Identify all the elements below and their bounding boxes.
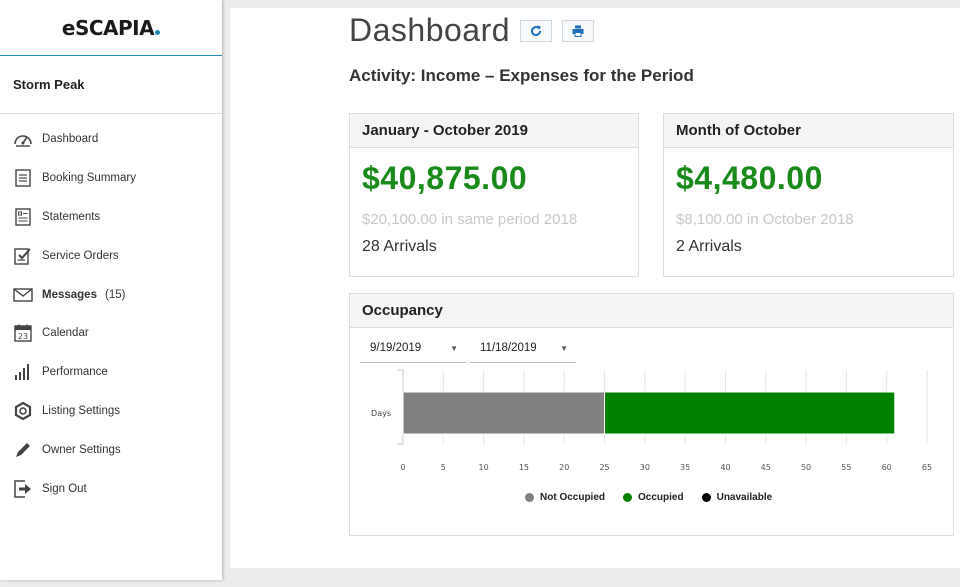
sidebar-nav: Dashboard Booking Summary Statements Ser…	[0, 114, 222, 508]
chart-legend: Not Occupied Occupied Unavailable	[525, 492, 790, 503]
nav-label: Listing Settings	[42, 404, 120, 417]
messages-count: (15)	[104, 288, 126, 301]
legend-swatch	[525, 493, 534, 502]
gauge-icon	[12, 129, 34, 149]
nav-label: Booking Summary	[42, 172, 136, 185]
nav-label: Performance	[42, 366, 108, 379]
card-header: January - October 2019	[350, 114, 638, 148]
nav-item-booking-summary[interactable]: Booking Summary	[0, 159, 222, 198]
clipboard-check-icon	[12, 246, 34, 266]
envelope-icon	[12, 285, 34, 305]
income-amount: $40,875.00	[362, 160, 528, 196]
x-tick-label: 25	[599, 463, 609, 472]
x-tick-label: 65	[922, 463, 932, 472]
chevron-down-icon: ▼	[560, 344, 568, 353]
nav-label: Sign Out	[42, 482, 87, 495]
x-tick-label: 60	[882, 463, 892, 472]
prior-period-text: $20,100.00 in same period 2018	[362, 211, 578, 228]
legend-label: Unavailable	[716, 492, 773, 503]
activity-subtitle: Activity: Income – Expenses for the Peri…	[349, 66, 694, 85]
print-icon	[572, 25, 584, 37]
x-tick-label: 45	[761, 463, 771, 472]
nav-item-performance[interactable]: Performance	[0, 353, 222, 392]
logo-area: eSCAPIA	[0, 0, 222, 56]
y-axis	[397, 369, 404, 445]
legend-item[interactable]: Not Occupied	[525, 492, 605, 503]
nav-label: Statements	[42, 210, 101, 223]
legend-label: Occupied	[638, 492, 684, 503]
x-tick-label: 5	[441, 463, 446, 472]
arrivals-count: 28 Arrivals	[362, 238, 437, 255]
escapia-logo[interactable]: eSCAPIA	[61, 15, 161, 40]
start-date-select[interactable]: 9/19/2019 ▼	[360, 342, 466, 363]
end-date-value: 11/18/2019	[480, 342, 537, 354]
y-category-label: Days	[371, 409, 391, 418]
refresh-icon	[531, 25, 542, 36]
card-header: Occupancy	[350, 294, 953, 328]
refresh-button[interactable]	[520, 19, 553, 42]
legend-swatch	[623, 493, 633, 502]
income-amount: $4,480.00	[676, 160, 823, 196]
x-tick-label: 15	[519, 463, 529, 472]
legend-item[interactable]: Unavailable	[701, 492, 773, 503]
calendar-icon-day: 23	[18, 332, 28, 341]
date-range: 9/19/2019 ▼ 11/18/2019 ▼	[360, 342, 580, 363]
list-icon	[12, 168, 34, 188]
legend-item[interactable]: Occupied	[623, 492, 684, 503]
nav-item-owner-settings[interactable]: Owner Settings	[0, 430, 222, 469]
page-title: Dashboard	[349, 12, 511, 48]
nav-item-service-orders[interactable]: Service Orders	[0, 236, 222, 275]
logo-text: eSCAPIA	[61, 15, 155, 40]
nav-label: Calendar	[42, 327, 89, 340]
nav-item-listing-settings[interactable]: Listing Settings	[0, 392, 222, 431]
x-tick-label: 10	[479, 463, 489, 472]
ytd-card: January - October 2019 $40,875.00 $20,10…	[349, 113, 639, 277]
nav-item-dashboard[interactable]: Dashboard	[0, 120, 222, 159]
page-header: Dashboard	[349, 12, 595, 49]
nav-item-calendar[interactable]: 23 Calendar	[0, 314, 222, 353]
nav-item-sign-out[interactable]: Sign Out	[0, 469, 222, 508]
nav-label: Dashboard	[42, 133, 99, 146]
x-tick-label: 30	[640, 463, 650, 472]
bar-not-occupied[interactable]	[402, 391, 606, 435]
card-header: Month of October	[664, 114, 953, 148]
x-tick-label: 40	[720, 463, 730, 472]
occupancy-card: Occupancy 9/19/2019 ▼ 11/18/2019 ▼ 0 5 10 1…	[349, 293, 954, 536]
x-tick-label: 50	[801, 463, 811, 472]
x-tick-label: 0	[400, 463, 405, 472]
month-card: Month of October $4,480.00 $8,100.00 in …	[663, 113, 954, 277]
x-tick-label: 55	[841, 463, 851, 472]
sidebar: eSCAPIA Storm Peak Dashboard Booking Sum…	[0, 0, 222, 580]
owner-name: Storm Peak	[0, 56, 222, 114]
nav-label: Messages	[42, 288, 97, 301]
pencil-icon	[12, 440, 34, 460]
logo-dot	[155, 29, 161, 35]
document-icon	[12, 207, 34, 227]
chevron-down-icon: ▼	[450, 344, 458, 353]
x-tick-label: 35	[680, 463, 690, 472]
end-date-select[interactable]: 11/18/2019 ▼	[470, 342, 576, 363]
legend-swatch	[701, 493, 711, 502]
start-date-value: 9/19/2019	[370, 342, 422, 354]
nav-item-statements[interactable]: Statements	[0, 198, 222, 237]
main-panel: Dashboard Activity: Income – Expenses fo…	[230, 8, 960, 568]
legend-label: Not Occupied	[540, 492, 606, 503]
gear-icon	[12, 401, 34, 421]
occupancy-chart: 0 5 10 15 20 25 30 35 40 45 50 55 60 65 Days	[371, 369, 932, 472]
signal-bars-icon	[12, 362, 34, 382]
nav-label: Owner Settings	[42, 443, 121, 456]
prior-period-text: $8,100.00 in October 2018	[676, 211, 854, 228]
calendar-icon: 23	[12, 323, 34, 343]
print-button[interactable]	[562, 19, 595, 42]
nav-label: Service Orders	[42, 249, 119, 262]
arrivals-count: 2 Arrivals	[676, 238, 742, 255]
sign-out-icon	[12, 479, 34, 499]
x-tick-label: 20	[559, 463, 569, 472]
nav-item-messages[interactable]: Messages (15)	[0, 275, 222, 314]
bar-occupied[interactable]	[604, 391, 896, 435]
